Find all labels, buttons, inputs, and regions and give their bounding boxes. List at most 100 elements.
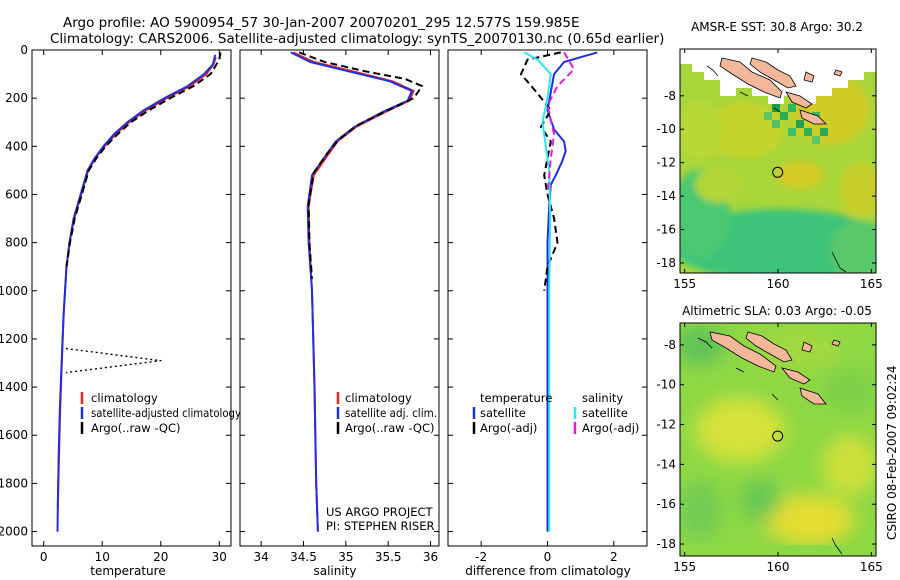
legend-label-climatology: climatology	[345, 391, 412, 405]
lon-tick-label: 155	[673, 277, 696, 291]
lat-tick-label: -14	[656, 457, 676, 471]
x-tick-label: 0	[40, 550, 48, 564]
lat-tick-label: -14	[656, 189, 676, 203]
legend-group-salinity: salinity	[582, 391, 623, 405]
depth-tick-label: 1800	[0, 476, 28, 490]
salinity-lines	[290, 51, 424, 532]
lat-tick-label: -16	[656, 497, 676, 511]
sst-lat-labels: -8 -10 -12 -14 -16 -18	[656, 89, 676, 270]
lon-tick-label: 155	[673, 560, 696, 574]
sst-field	[680, 49, 876, 273]
legend-label-sal-satellite: satellite	[582, 406, 628, 420]
series-line-salinity-satellite	[523, 51, 552, 532]
series-line-satellite-adj-clim	[290, 51, 413, 532]
temperature-panel: 0 200 400 600 800 1000 1200 1400 1600 1800 2000 0 1…	[0, 43, 241, 578]
lat-tick-label: -18	[656, 256, 676, 270]
lon-tick-label: 160	[767, 560, 790, 574]
x-tick-label: 36	[423, 550, 438, 564]
project-annotation-line-1: US ARGO PROJECT	[326, 505, 434, 519]
salinity-ticks	[240, 49, 439, 546]
depth-tick-label: 1400	[0, 380, 28, 394]
difference-xlabel: difference from climatology	[465, 564, 631, 578]
difference-tick-labels: -2 0 2	[475, 550, 617, 564]
x-tick-label: 2	[610, 550, 618, 564]
depth-tick-label: 400	[5, 139, 28, 153]
sla-map-ticks	[680, 323, 876, 556]
title-line-1: Argo profile: AO 5900954_57 30-Jan-2007 …	[63, 15, 580, 31]
lat-tick-label: -8	[664, 89, 676, 103]
legend-label-satellite: satellite adj. clim.	[345, 406, 437, 420]
x-tick-label: 30	[212, 550, 227, 564]
salinity-xlabel: salinity	[313, 564, 356, 578]
salinity-panel: 34 34.5 35 35.5 36 salinity climatology sate…	[239, 49, 440, 578]
series-line-temperature-satellite	[546, 51, 598, 532]
series-line-temperature-argo-adj	[520, 51, 562, 291]
legend-label-satellite: satellite-adjusted climatology	[91, 406, 241, 420]
salinity-tick-labels: 34 34.5 35 35.5 36	[254, 550, 439, 564]
x-tick-label: 34.5	[290, 550, 317, 564]
x-tick-label: 0	[544, 550, 552, 564]
depth-tick-label: 200	[5, 91, 28, 105]
series-line-argo-raw-qc	[298, 51, 424, 279]
legend-label-temp-satellite: satellite	[480, 406, 526, 420]
difference-lines	[520, 51, 598, 532]
lat-tick-label: -10	[656, 122, 676, 136]
depth-tick-labels: 0 200 400 600 800 1000 1200 1400 1600 1800 2000	[0, 43, 28, 539]
x-tick-label: 35.5	[375, 550, 402, 564]
sla-map-title: Altimetric SLA: 0.03 Argo: -0.05	[682, 304, 872, 318]
temperature-legend: climatology satellite-adjusted climatolo…	[80, 391, 241, 435]
depth-tick-label: 1200	[0, 332, 28, 346]
legend-label-argo: Argo(..raw -QC)	[345, 421, 435, 435]
sla-argo-location-marker	[772, 430, 784, 442]
temperature-xlabel: temperature	[90, 564, 165, 578]
difference-legend: temperature satellite Argo(-adj) salinit…	[472, 391, 639, 435]
depth-tick-label: 800	[5, 236, 28, 250]
sla-map: Altimetric SLA: 0.03 Argo: -0.05	[656, 304, 882, 574]
legend-label-sal-argo: Argo(-adj)	[582, 421, 639, 435]
x-tick-label: -2	[475, 550, 487, 564]
legend-group-temperature: temperature	[480, 391, 552, 405]
x-tick-label: 34	[254, 550, 269, 564]
footer-timestamp: CSIRO 08-Feb-2007 09:02:24	[885, 365, 899, 540]
lat-tick-label: -10	[656, 378, 676, 392]
legend-label-argo: Argo(..raw -QC)	[91, 421, 181, 435]
temperature-lines	[56, 52, 222, 532]
temperature-tick-labels: 0 10 20 30	[40, 550, 227, 564]
lon-tick-label: 160	[767, 277, 790, 291]
difference-panel: -2 0 2 difference from climatology tempera…	[447, 49, 648, 578]
legend-label-climatology: climatology	[91, 391, 158, 405]
depth-tick-label: 600	[5, 187, 28, 201]
lat-tick-label: -16	[656, 223, 676, 237]
sla-field	[680, 323, 876, 556]
x-tick-label: 20	[153, 550, 168, 564]
lon-tick-label: 165	[860, 560, 883, 574]
depth-tick-label: 1600	[0, 428, 28, 442]
lat-tick-label: -12	[656, 418, 676, 432]
sst-map-ticks	[680, 49, 876, 273]
depth-tick-label: 2000	[0, 525, 28, 539]
lat-tick-label: -18	[656, 537, 676, 551]
lat-tick-label: -8	[664, 338, 676, 352]
sst-lon-labels: 155 160 165	[673, 277, 883, 291]
x-tick-label: 35	[338, 550, 353, 564]
series-line-satellite-adjusted-climatology	[56, 54, 217, 532]
sst-argo-location-marker	[772, 166, 784, 178]
lon-tick-label: 165	[860, 277, 883, 291]
project-annotation-line-2: PI: STEPHEN RISER	[326, 519, 435, 533]
salinity-legend: climatology satellite adj. clim. Argo(..…	[336, 391, 437, 435]
salinity-axes-frame	[239, 49, 440, 547]
series-line-argo-gap	[65, 347, 162, 374]
sla-lon-labels: 155 160 165	[673, 560, 883, 574]
x-tick-label: 10	[95, 550, 110, 564]
title-line-2: Climatology: CARS2006. Satellite-adjuste…	[50, 31, 664, 47]
lat-tick-label: -12	[656, 156, 676, 170]
sst-map-title: AMSR-E SST: 30.8 Argo: 30.2	[691, 20, 863, 34]
sst-map: AMSR-E SST: 30.8 Argo: 30.2	[656, 20, 883, 291]
series-line-argo-raw-qc	[65, 52, 222, 267]
series-line-climatology	[56, 56, 217, 508]
depth-tick-label: 0	[20, 43, 28, 57]
temperature-axes-frame	[31, 49, 232, 547]
sla-lat-labels: -8 -10 -12 -14 -16 -18	[656, 338, 676, 551]
depth-tick-label: 1000	[0, 284, 28, 298]
legend-label-temp-argo: Argo(-adj)	[480, 421, 537, 435]
